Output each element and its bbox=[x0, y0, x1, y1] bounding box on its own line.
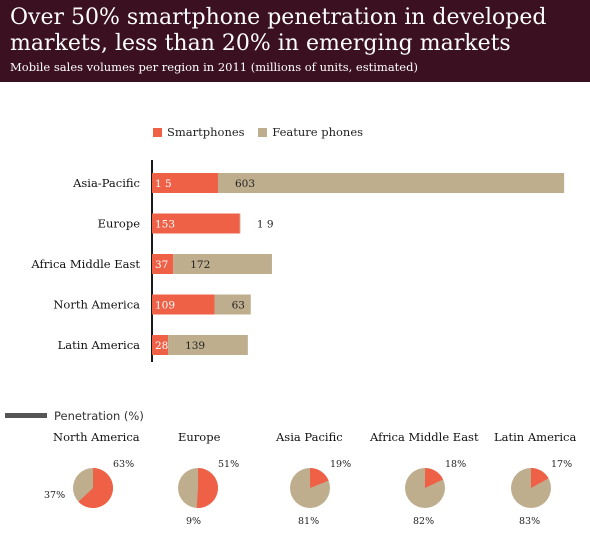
category-label-latin-america: Latin America bbox=[58, 338, 140, 352]
pie-title-north-america: North America bbox=[53, 430, 140, 444]
pie-slice-smartphones-north-america bbox=[78, 468, 114, 509]
pie-label-smartphones-africa-middle-east: 18% bbox=[445, 459, 466, 470]
bar-feature-phones-africa-middle-east bbox=[173, 254, 272, 274]
data-label-feature-phones-latin-america: 139 bbox=[185, 340, 205, 352]
data-label-smartphones-africa-middle-east: 37 bbox=[155, 259, 168, 271]
pie-title-europe: Europe bbox=[178, 430, 221, 444]
bar-feature-phones-asia-pacific bbox=[218, 173, 565, 193]
data-label-feature-phones-europe: 1 9 bbox=[257, 219, 274, 231]
data-label-feature-phones-asia-pacific: 603 bbox=[235, 178, 255, 190]
pie-slice-smartphones-latin-america bbox=[531, 468, 549, 488]
bar-legend: Smartphones Feature phones bbox=[153, 125, 373, 139]
bar-smartphones-africa-middle-east bbox=[152, 254, 174, 274]
category-label-europe: Europe bbox=[98, 217, 141, 231]
pie-label-feature-phones-asia-pacific: 81% bbox=[298, 516, 319, 527]
legend-label-smartphones: Smartphones bbox=[167, 125, 245, 139]
legend-item-feature-phones: Feature phones bbox=[258, 125, 363, 139]
pie-label-smartphones-latin-america: 17% bbox=[551, 459, 572, 470]
data-label-feature-phones-north-america: 63 bbox=[232, 300, 245, 312]
pie-label-feature-phones-europe: 9% bbox=[186, 516, 201, 527]
pie-label-smartphones-europe: 51% bbox=[218, 459, 239, 470]
penetration-marker bbox=[5, 413, 47, 418]
pie-slice-smartphones-asia-pacific bbox=[310, 467, 329, 488]
data-label-feature-phones-africa-middle-east: 172 bbox=[190, 259, 210, 271]
pie-label-smartphones-asia-pacific: 19% bbox=[330, 459, 351, 470]
bar-feature-phones-europe bbox=[239, 213, 241, 234]
pie-label-feature-phones-north-america: 37% bbox=[44, 490, 65, 501]
data-label-smartphones-europe: 153 bbox=[155, 219, 175, 231]
legend-swatch-feature-phones bbox=[258, 128, 268, 137]
category-label-asia-pacific: Asia-Pacific bbox=[72, 176, 140, 190]
category-label-north-america: North America bbox=[53, 298, 140, 312]
pie-label-feature-phones-africa-middle-east: 82% bbox=[413, 516, 434, 527]
chart-header: Over 50% smartphone penetration in devel… bbox=[0, 0, 590, 82]
bar-smartphones-asia-pacific bbox=[152, 173, 219, 193]
legend-label-feature-phones: Feature phones bbox=[272, 125, 364, 139]
pie-title-africa-middle-east: Africa Middle East bbox=[369, 430, 479, 444]
legend-swatch-smartphones bbox=[153, 128, 162, 137]
category-label-africa-middle-east: Africa Middle East bbox=[30, 257, 140, 271]
bar-smartphones-north-america bbox=[152, 294, 215, 315]
chart-title: Over 50% smartphone penetration in devel… bbox=[10, 5, 547, 56]
penetration-title: Penetration (%) bbox=[54, 409, 144, 423]
pie-slice-smartphones-europe bbox=[196, 468, 219, 508]
data-label-smartphones-north-america: 109 bbox=[155, 300, 175, 312]
pie-slice-smartphones-africa-middle-east bbox=[425, 467, 444, 488]
bar-feature-phones-latin-america bbox=[168, 335, 248, 355]
pie-title-latin-america: Latin America bbox=[494, 430, 576, 444]
pie-title-asia-pacific: Asia Pacific bbox=[275, 430, 343, 444]
bar-smartphones-latin-america bbox=[152, 335, 169, 355]
chart-subtitle: Mobile sales volumes per region in 2011 … bbox=[10, 60, 418, 74]
data-label-smartphones-latin-america: 28 bbox=[155, 340, 168, 352]
bar-feature-phones-north-america bbox=[214, 294, 251, 315]
legend-item-smartphones: Smartphones bbox=[153, 125, 245, 139]
data-label-smartphones-asia-pacific: 1 5 bbox=[155, 178, 172, 190]
pie-label-smartphones-north-america: 63% bbox=[113, 459, 134, 470]
pie-label-feature-phones-latin-america: 83% bbox=[519, 516, 540, 527]
bar-smartphones-europe bbox=[152, 213, 240, 234]
